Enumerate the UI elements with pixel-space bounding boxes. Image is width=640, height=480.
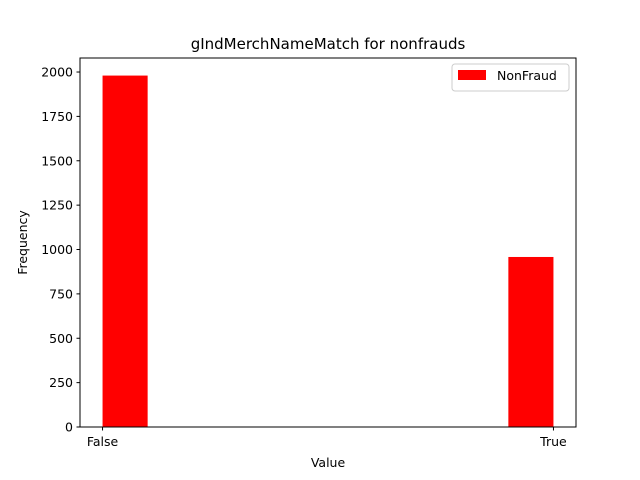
y-tick-label: 0 (65, 420, 73, 435)
plot-area-frame (79, 57, 577, 428)
y-tick-label: 2000 (41, 65, 73, 80)
y-tick-label: 1000 (41, 242, 73, 257)
y-axis-ticks: 0 250 500 750 1000 1250 1500 1750 2000 (41, 65, 80, 435)
bar-true (508, 256, 554, 427)
legend-label-nonfraud: NonFraud (497, 68, 557, 83)
legend: NonFraud (451, 63, 570, 92)
x-axis-title: Value (311, 455, 346, 470)
bars-group (102, 75, 554, 427)
y-tick-label: 1750 (41, 109, 73, 124)
y-axis-title: Frequency (15, 210, 30, 275)
bar-false (102, 75, 148, 427)
legend-swatch-nonfraud (458, 70, 486, 80)
y-tick-label: 500 (49, 331, 73, 346)
chart-title: gIndMerchNameMatch for nonfrauds (191, 35, 466, 53)
x-axis-ticks: False True (87, 427, 567, 449)
y-tick-label: 1500 (41, 153, 73, 168)
y-tick-label: 1250 (41, 198, 73, 213)
x-tick-label-false: False (87, 434, 119, 449)
y-tick-label: 750 (49, 286, 73, 301)
y-tick-label: 250 (49, 375, 73, 390)
x-tick-label-true: True (539, 434, 567, 449)
